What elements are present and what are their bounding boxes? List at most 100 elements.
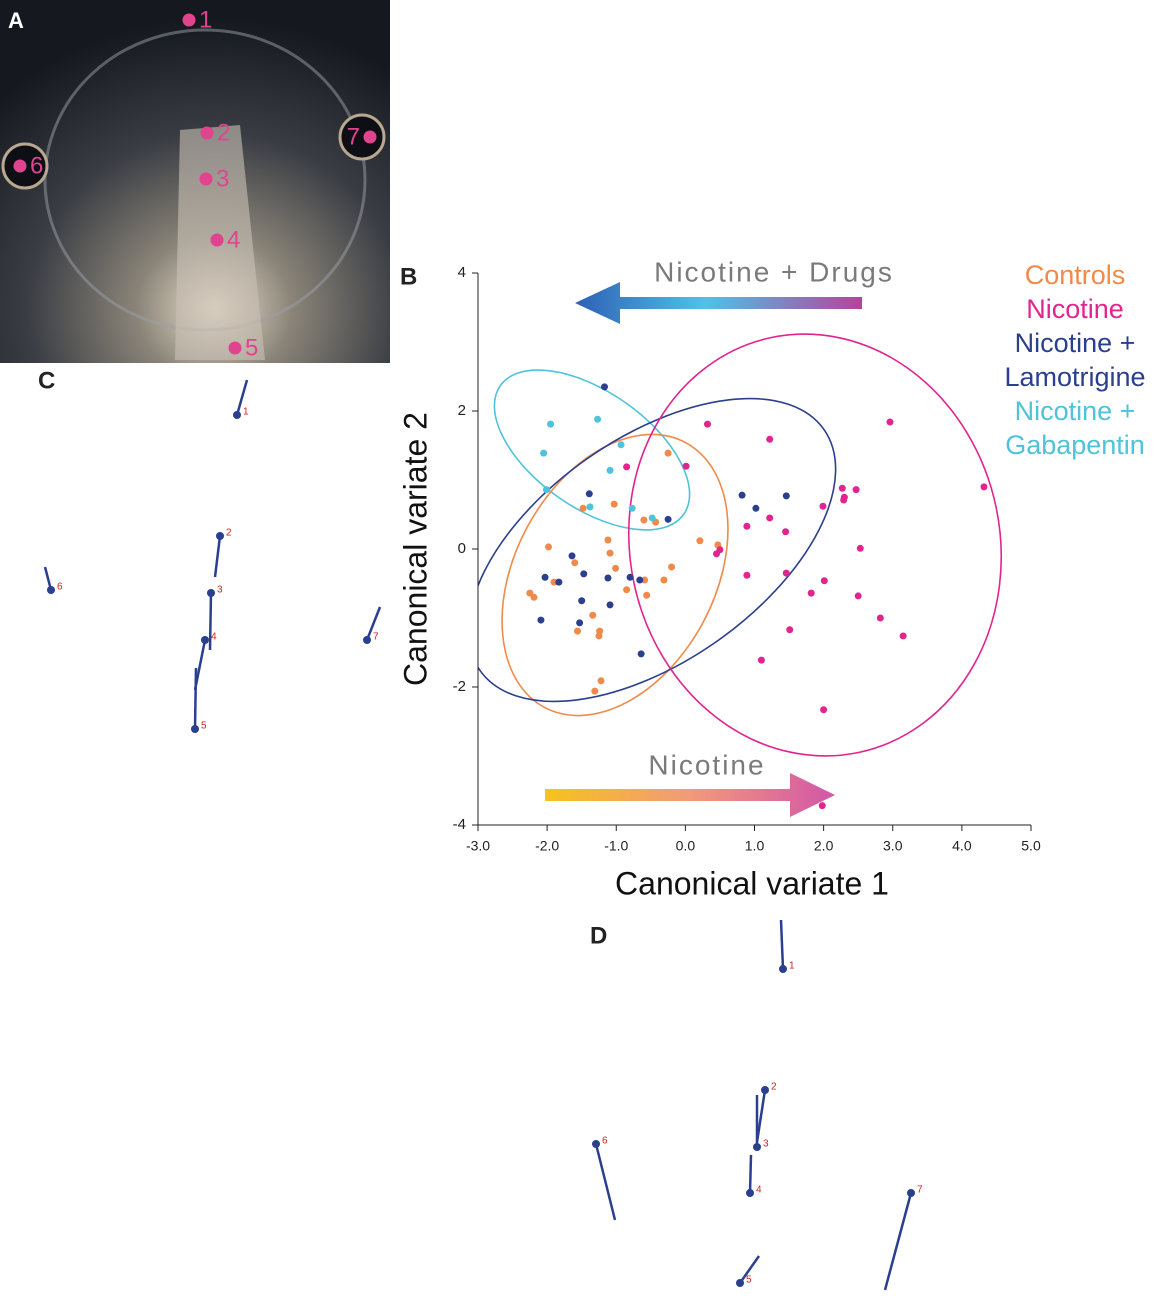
x-tick-label: 0.0 bbox=[676, 838, 696, 854]
data-point bbox=[696, 537, 704, 545]
landmark bbox=[207, 589, 215, 597]
landmark-label: 5 bbox=[746, 1275, 752, 1286]
data-point bbox=[752, 504, 760, 512]
landmark-label: 7 bbox=[347, 123, 360, 150]
data-point bbox=[819, 502, 827, 510]
landmark bbox=[753, 1143, 761, 1151]
landmark-label: 3 bbox=[763, 1139, 769, 1150]
data-point bbox=[586, 503, 594, 511]
data-point bbox=[703, 420, 711, 428]
data-point bbox=[820, 577, 828, 585]
data-point bbox=[589, 611, 597, 619]
data-point bbox=[757, 656, 765, 664]
data-point bbox=[547, 420, 555, 428]
data-point bbox=[542, 486, 550, 494]
x-tick-label: 4.0 bbox=[952, 838, 972, 854]
data-point bbox=[623, 463, 631, 471]
data-point bbox=[643, 591, 651, 599]
data-point bbox=[541, 573, 549, 581]
data-point bbox=[786, 626, 794, 634]
legend-entry: Nicotine + Gabapentin bbox=[1005, 396, 1145, 460]
data-point bbox=[604, 574, 612, 582]
landmark bbox=[199, 172, 213, 186]
data-point bbox=[648, 514, 656, 522]
data-point bbox=[596, 627, 604, 635]
landmark-label: 5 bbox=[201, 721, 207, 732]
landmark bbox=[363, 130, 377, 144]
data-point bbox=[550, 578, 558, 586]
y-tick-label: -4 bbox=[453, 816, 466, 833]
data-point bbox=[712, 550, 720, 558]
shape-vector bbox=[365, 606, 382, 641]
landmark-label: 7 bbox=[917, 1185, 923, 1196]
shape-vector bbox=[213, 535, 222, 578]
x-tick-label: 1.0 bbox=[745, 838, 765, 854]
y-tick-label: 4 bbox=[458, 264, 466, 281]
data-point bbox=[660, 576, 668, 584]
landmark bbox=[13, 159, 27, 173]
data-point bbox=[743, 522, 751, 530]
confidence-ellipse bbox=[493, 369, 691, 531]
data-point bbox=[606, 466, 614, 474]
data-point bbox=[530, 593, 538, 601]
data-point bbox=[580, 570, 588, 578]
data-point bbox=[628, 504, 636, 512]
data-point bbox=[606, 601, 614, 609]
confidence-ellipse bbox=[501, 433, 729, 717]
data-point bbox=[766, 435, 774, 443]
shape-vector bbox=[235, 379, 249, 416]
data-point bbox=[766, 514, 774, 522]
landmark-label: 6 bbox=[602, 1136, 608, 1147]
data-point bbox=[540, 449, 548, 457]
data-point bbox=[664, 449, 672, 457]
data-point bbox=[807, 589, 815, 597]
x-tick-label: 2.0 bbox=[814, 838, 834, 854]
x-tick-label: -1.0 bbox=[604, 838, 628, 854]
landmark bbox=[191, 725, 199, 733]
data-point bbox=[600, 383, 608, 391]
landmark bbox=[201, 636, 209, 644]
shape-vector bbox=[883, 1192, 913, 1291]
data-point bbox=[578, 597, 586, 605]
data-point bbox=[537, 616, 545, 624]
shape-vector bbox=[193, 667, 198, 730]
eye bbox=[338, 113, 386, 161]
landmark-label: 2 bbox=[217, 119, 230, 146]
data-point bbox=[818, 802, 826, 810]
data-point bbox=[782, 528, 790, 536]
trend-arrow bbox=[575, 282, 862, 324]
data-point bbox=[637, 650, 645, 658]
data-point bbox=[545, 543, 553, 551]
panel-label: C bbox=[38, 367, 55, 394]
y-tick-label: -2 bbox=[453, 678, 466, 695]
landmark-label: 7 bbox=[373, 632, 379, 643]
landmark-label: 3 bbox=[217, 585, 223, 596]
data-point bbox=[574, 627, 582, 635]
data-point bbox=[838, 484, 846, 492]
data-point bbox=[782, 569, 790, 577]
data-point bbox=[626, 573, 634, 581]
data-point bbox=[604, 536, 612, 544]
landmark-label: 6 bbox=[57, 582, 63, 593]
landmark bbox=[746, 1189, 754, 1197]
legend-entry: Nicotine bbox=[1026, 294, 1124, 324]
shape-vector bbox=[755, 1089, 767, 1143]
trend-arrow bbox=[545, 773, 835, 817]
landmark bbox=[182, 13, 196, 27]
annotation: Nicotine bbox=[648, 749, 765, 780]
landmark-label: 4 bbox=[227, 226, 240, 253]
landmark bbox=[228, 341, 242, 355]
data-point bbox=[856, 544, 864, 552]
landmark-label: 4 bbox=[211, 632, 217, 643]
landmark-label: 1 bbox=[243, 407, 249, 418]
landmark bbox=[779, 965, 787, 973]
landmark bbox=[216, 532, 224, 540]
data-point bbox=[664, 515, 672, 523]
data-point bbox=[738, 491, 746, 499]
data-point bbox=[840, 496, 848, 504]
data-point bbox=[612, 564, 620, 572]
data-point bbox=[585, 490, 593, 498]
data-point bbox=[682, 462, 690, 470]
